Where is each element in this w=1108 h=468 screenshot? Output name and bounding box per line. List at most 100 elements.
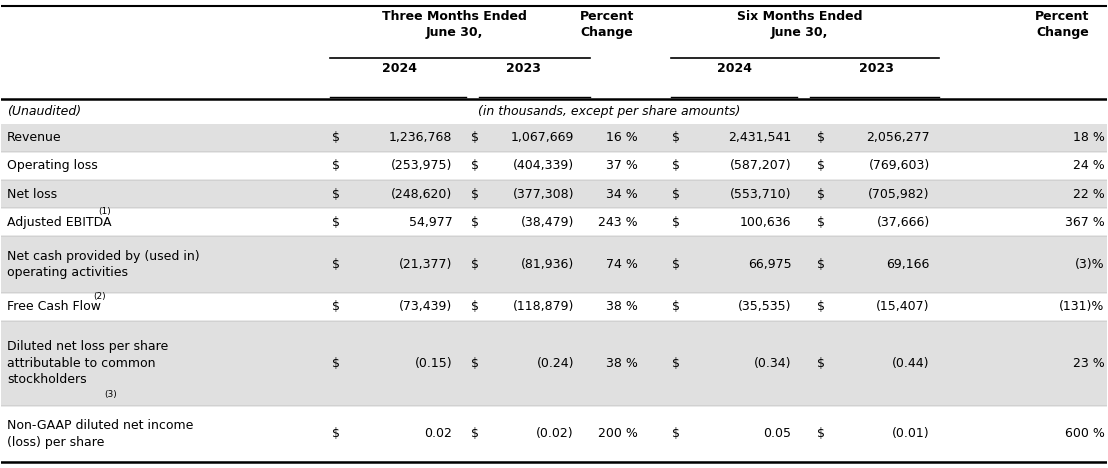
Text: Diluted net loss per share
attributable to common
stockholders: Diluted net loss per share attributable … — [7, 340, 168, 386]
Text: (0.15): (0.15) — [414, 357, 452, 370]
Bar — [1, 6, 1107, 99]
Bar — [1, 293, 1107, 321]
Text: $: $ — [817, 132, 825, 144]
Text: $: $ — [471, 216, 479, 229]
Bar — [1, 180, 1107, 208]
Text: (131)%: (131)% — [1059, 300, 1105, 314]
Text: (1): (1) — [99, 207, 112, 216]
Text: (377,308): (377,308) — [512, 188, 574, 201]
Text: (0.01): (0.01) — [892, 427, 930, 440]
Bar — [1, 236, 1107, 293]
Text: $: $ — [673, 132, 680, 144]
Text: (Unaudited): (Unaudited) — [7, 105, 81, 118]
Text: $: $ — [817, 357, 825, 370]
Text: (38,479): (38,479) — [521, 216, 574, 229]
Text: (81,936): (81,936) — [521, 258, 574, 271]
Text: 74 %: 74 % — [606, 258, 638, 271]
Text: $: $ — [471, 357, 479, 370]
Text: $: $ — [332, 216, 340, 229]
Text: (15,407): (15,407) — [876, 300, 930, 314]
Text: Non-GAAP diluted net income
(loss) per share: Non-GAAP diluted net income (loss) per s… — [7, 419, 193, 448]
Text: 37 %: 37 % — [606, 160, 638, 173]
Text: 2024: 2024 — [717, 62, 751, 75]
Text: (0.02): (0.02) — [536, 427, 574, 440]
Text: $: $ — [332, 258, 340, 271]
Text: 243 %: 243 % — [598, 216, 638, 229]
Text: $: $ — [817, 216, 825, 229]
Text: $: $ — [471, 258, 479, 271]
Text: 600 %: 600 % — [1065, 427, 1105, 440]
Text: $: $ — [673, 300, 680, 314]
Text: 0.05: 0.05 — [763, 427, 791, 440]
Text: $: $ — [471, 188, 479, 201]
Text: $: $ — [471, 132, 479, 144]
Text: $: $ — [673, 188, 680, 201]
Text: $: $ — [817, 300, 825, 314]
Text: 38 %: 38 % — [606, 357, 638, 370]
Text: 34 %: 34 % — [606, 188, 638, 201]
Text: (in thousands, except per share amounts): (in thousands, except per share amounts) — [478, 105, 740, 118]
Text: (253,975): (253,975) — [391, 160, 452, 173]
Text: $: $ — [817, 160, 825, 173]
Text: $: $ — [817, 258, 825, 271]
Text: 0.02: 0.02 — [424, 427, 452, 440]
Text: $: $ — [332, 160, 340, 173]
Text: Percent
Change: Percent Change — [579, 10, 634, 39]
Text: $: $ — [332, 357, 340, 370]
Text: $: $ — [673, 258, 680, 271]
Bar — [1, 208, 1107, 236]
Text: $: $ — [673, 427, 680, 440]
Text: 24 %: 24 % — [1073, 160, 1105, 173]
Text: 1,067,669: 1,067,669 — [511, 132, 574, 144]
Text: 2,431,541: 2,431,541 — [728, 132, 791, 144]
Text: 22 %: 22 % — [1073, 188, 1105, 201]
Bar — [1, 99, 1107, 124]
Text: (2): (2) — [93, 292, 105, 301]
Text: Operating loss: Operating loss — [7, 160, 98, 173]
Text: Adjusted EBITDA: Adjusted EBITDA — [7, 216, 112, 229]
Text: 1,236,768: 1,236,768 — [389, 132, 452, 144]
Text: $: $ — [471, 160, 479, 173]
Text: Three Months Ended
June 30,: Three Months Ended June 30, — [382, 10, 527, 39]
Text: $: $ — [817, 188, 825, 201]
Text: 66,975: 66,975 — [748, 258, 791, 271]
Text: (553,710): (553,710) — [730, 188, 791, 201]
Text: (769,603): (769,603) — [869, 160, 930, 173]
Text: 16 %: 16 % — [606, 132, 638, 144]
Text: Net cash provided by (used in)
operating activities: Net cash provided by (used in) operating… — [7, 250, 199, 279]
Text: $: $ — [471, 427, 479, 440]
Text: (587,207): (587,207) — [730, 160, 791, 173]
Text: 367 %: 367 % — [1065, 216, 1105, 229]
Text: (404,339): (404,339) — [513, 160, 574, 173]
Text: 69,166: 69,166 — [886, 258, 930, 271]
Text: 200 %: 200 % — [598, 427, 638, 440]
Text: Percent
Change: Percent Change — [1035, 10, 1089, 39]
Text: $: $ — [332, 132, 340, 144]
Text: (248,620): (248,620) — [391, 188, 452, 201]
Text: 2,056,277: 2,056,277 — [866, 132, 930, 144]
Text: 2023: 2023 — [505, 62, 541, 75]
Text: 38 %: 38 % — [606, 300, 638, 314]
Text: (0.44): (0.44) — [892, 357, 930, 370]
Text: Free Cash Flow: Free Cash Flow — [7, 300, 101, 314]
Text: 54,977: 54,977 — [409, 216, 452, 229]
Text: Six Months Ended
June 30,: Six Months Ended June 30, — [737, 10, 862, 39]
Text: (35,535): (35,535) — [738, 300, 791, 314]
Text: $: $ — [673, 160, 680, 173]
Text: $: $ — [332, 300, 340, 314]
Text: (3): (3) — [104, 390, 117, 399]
Text: Net loss: Net loss — [7, 188, 57, 201]
Text: (21,377): (21,377) — [399, 258, 452, 271]
Text: 23 %: 23 % — [1073, 357, 1105, 370]
Text: 2024: 2024 — [382, 62, 417, 75]
Text: $: $ — [471, 300, 479, 314]
Text: (0.24): (0.24) — [536, 357, 574, 370]
Text: (3)%: (3)% — [1075, 258, 1105, 271]
Text: Revenue: Revenue — [7, 132, 62, 144]
Bar — [1, 124, 1107, 152]
Bar — [1, 321, 1107, 406]
Text: $: $ — [332, 427, 340, 440]
Text: $: $ — [673, 357, 680, 370]
Text: 2023: 2023 — [860, 62, 894, 75]
Text: (705,982): (705,982) — [869, 188, 930, 201]
